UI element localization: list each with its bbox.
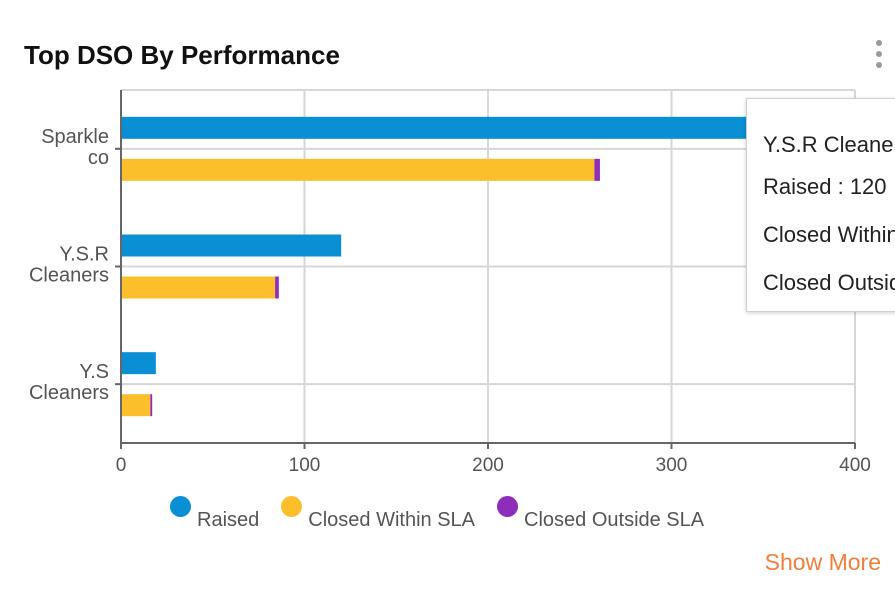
tooltip-closed-within: Closed Within SLA : 84 [763,222,895,247]
x-tick-label: 100 [289,455,321,476]
legend-swatch-raised [170,496,191,517]
chart-tooltip: Y.S.R Cleaners Raised : 120 Closed Withi… [746,98,895,312]
legend-swatch-closed-outside [497,496,519,517]
bar-closed-outside-sla [594,158,600,181]
bar-closed-within-sla [121,394,151,417]
bar-closed-within-sla [121,158,595,181]
legend-item-raised[interactable]: Raised [170,496,259,532]
x-tick-label: 300 [656,455,688,476]
tooltip-closed-outside: Closed Outside SLA : 2 [763,270,895,295]
show-more-link[interactable]: Show More [764,549,881,575]
tooltip-raised: Raised : 120 [763,174,887,199]
legend-label: Closed Within SLA [308,509,476,531]
y-category-label: Y.S Cleaners [29,361,109,404]
card-title: Top DSO By Performance [24,40,340,70]
x-tick-label: 200 [472,455,504,476]
bar-closed-outside-sla [150,394,153,417]
legend-item-closed-outside[interactable]: Closed Outside SLA [497,496,704,532]
bar-raised [121,116,764,139]
bar-chart: Sparkle co Y.S.R Cleaners Y.S Cleaners 0 100 200… [29,89,871,476]
y-category-label: Y.S.R Cleaners [29,244,109,287]
bar-raised [121,352,156,375]
y-category-label: Sparkle co [41,126,109,169]
x-tick-label: 0 [116,455,127,476]
more-vert-icon[interactable] [872,40,886,70]
x-tick-label: 400 [839,455,871,476]
tooltip-title: Y.S.R Cleaners [763,132,895,157]
bar-raised [121,234,342,257]
legend-item-closed-within[interactable]: Closed Within SLA [281,496,475,532]
bar-closed-within-sla [121,276,276,299]
legend-label: Raised [197,509,260,531]
chart-legend: Raised Closed Within SLA Closed Outside … [170,496,704,536]
legend-label: Closed Outside SLA [524,509,705,531]
legend-swatch-closed-within [281,496,303,517]
bar-closed-outside-sla [275,276,279,299]
